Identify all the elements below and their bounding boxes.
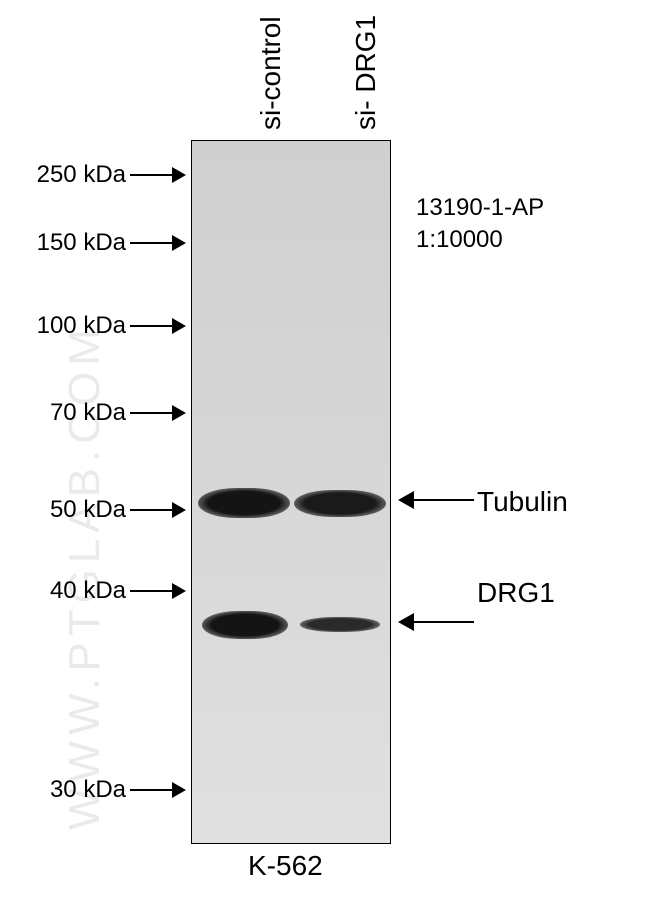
mw-label: 150 kDa (14, 229, 126, 257)
mw-label: 50 kDa (14, 496, 126, 524)
protein-band (300, 617, 380, 632)
arrow-left-icon (398, 613, 474, 631)
arrow-right-icon (130, 583, 186, 599)
mw-label: 70 kDa (14, 399, 126, 427)
protein-band (198, 488, 290, 518)
cell-line-label: K-562 (248, 850, 323, 882)
mw-row: 100 kDa (14, 312, 186, 340)
arrow-right-icon (130, 502, 186, 518)
protein-band (294, 490, 386, 517)
mw-label: 100 kDa (14, 312, 126, 340)
lane-label: si-control (255, 16, 287, 130)
lane-label: si- DRG1 (350, 15, 382, 130)
mw-row: 40 kDa (14, 577, 186, 605)
mw-row: 50 kDa (14, 496, 186, 524)
band-annotation-label: DRG1 (477, 577, 555, 609)
mw-label: 30 kDa (14, 776, 126, 804)
catalog-number: 13190-1-AP (416, 192, 544, 224)
arrow-right-icon (130, 782, 186, 798)
dilution-ratio: 1:10000 (416, 224, 544, 256)
mw-label: 250 kDa (14, 161, 126, 189)
mw-label: 40 kDa (14, 577, 126, 605)
blot-membrane (191, 140, 391, 844)
arrow-right-icon (130, 235, 186, 251)
protein-band (202, 611, 288, 639)
arrow-right-icon (130, 167, 186, 183)
arrow-left-icon (398, 491, 474, 509)
antibody-info: 13190-1-AP 1:10000 (416, 192, 544, 257)
arrow-right-icon (130, 405, 186, 421)
arrow-right-icon (130, 318, 186, 334)
mw-row: 150 kDa (14, 229, 186, 257)
mw-row: 70 kDa (14, 399, 186, 427)
mw-row: 30 kDa (14, 776, 186, 804)
mw-row: 250 kDa (14, 161, 186, 189)
western-blot-figure: WWW.PTGLAB.COM si-controlsi- DRG1 250 kD… (0, 0, 652, 903)
band-annotation-label: Tubulin (477, 486, 568, 518)
